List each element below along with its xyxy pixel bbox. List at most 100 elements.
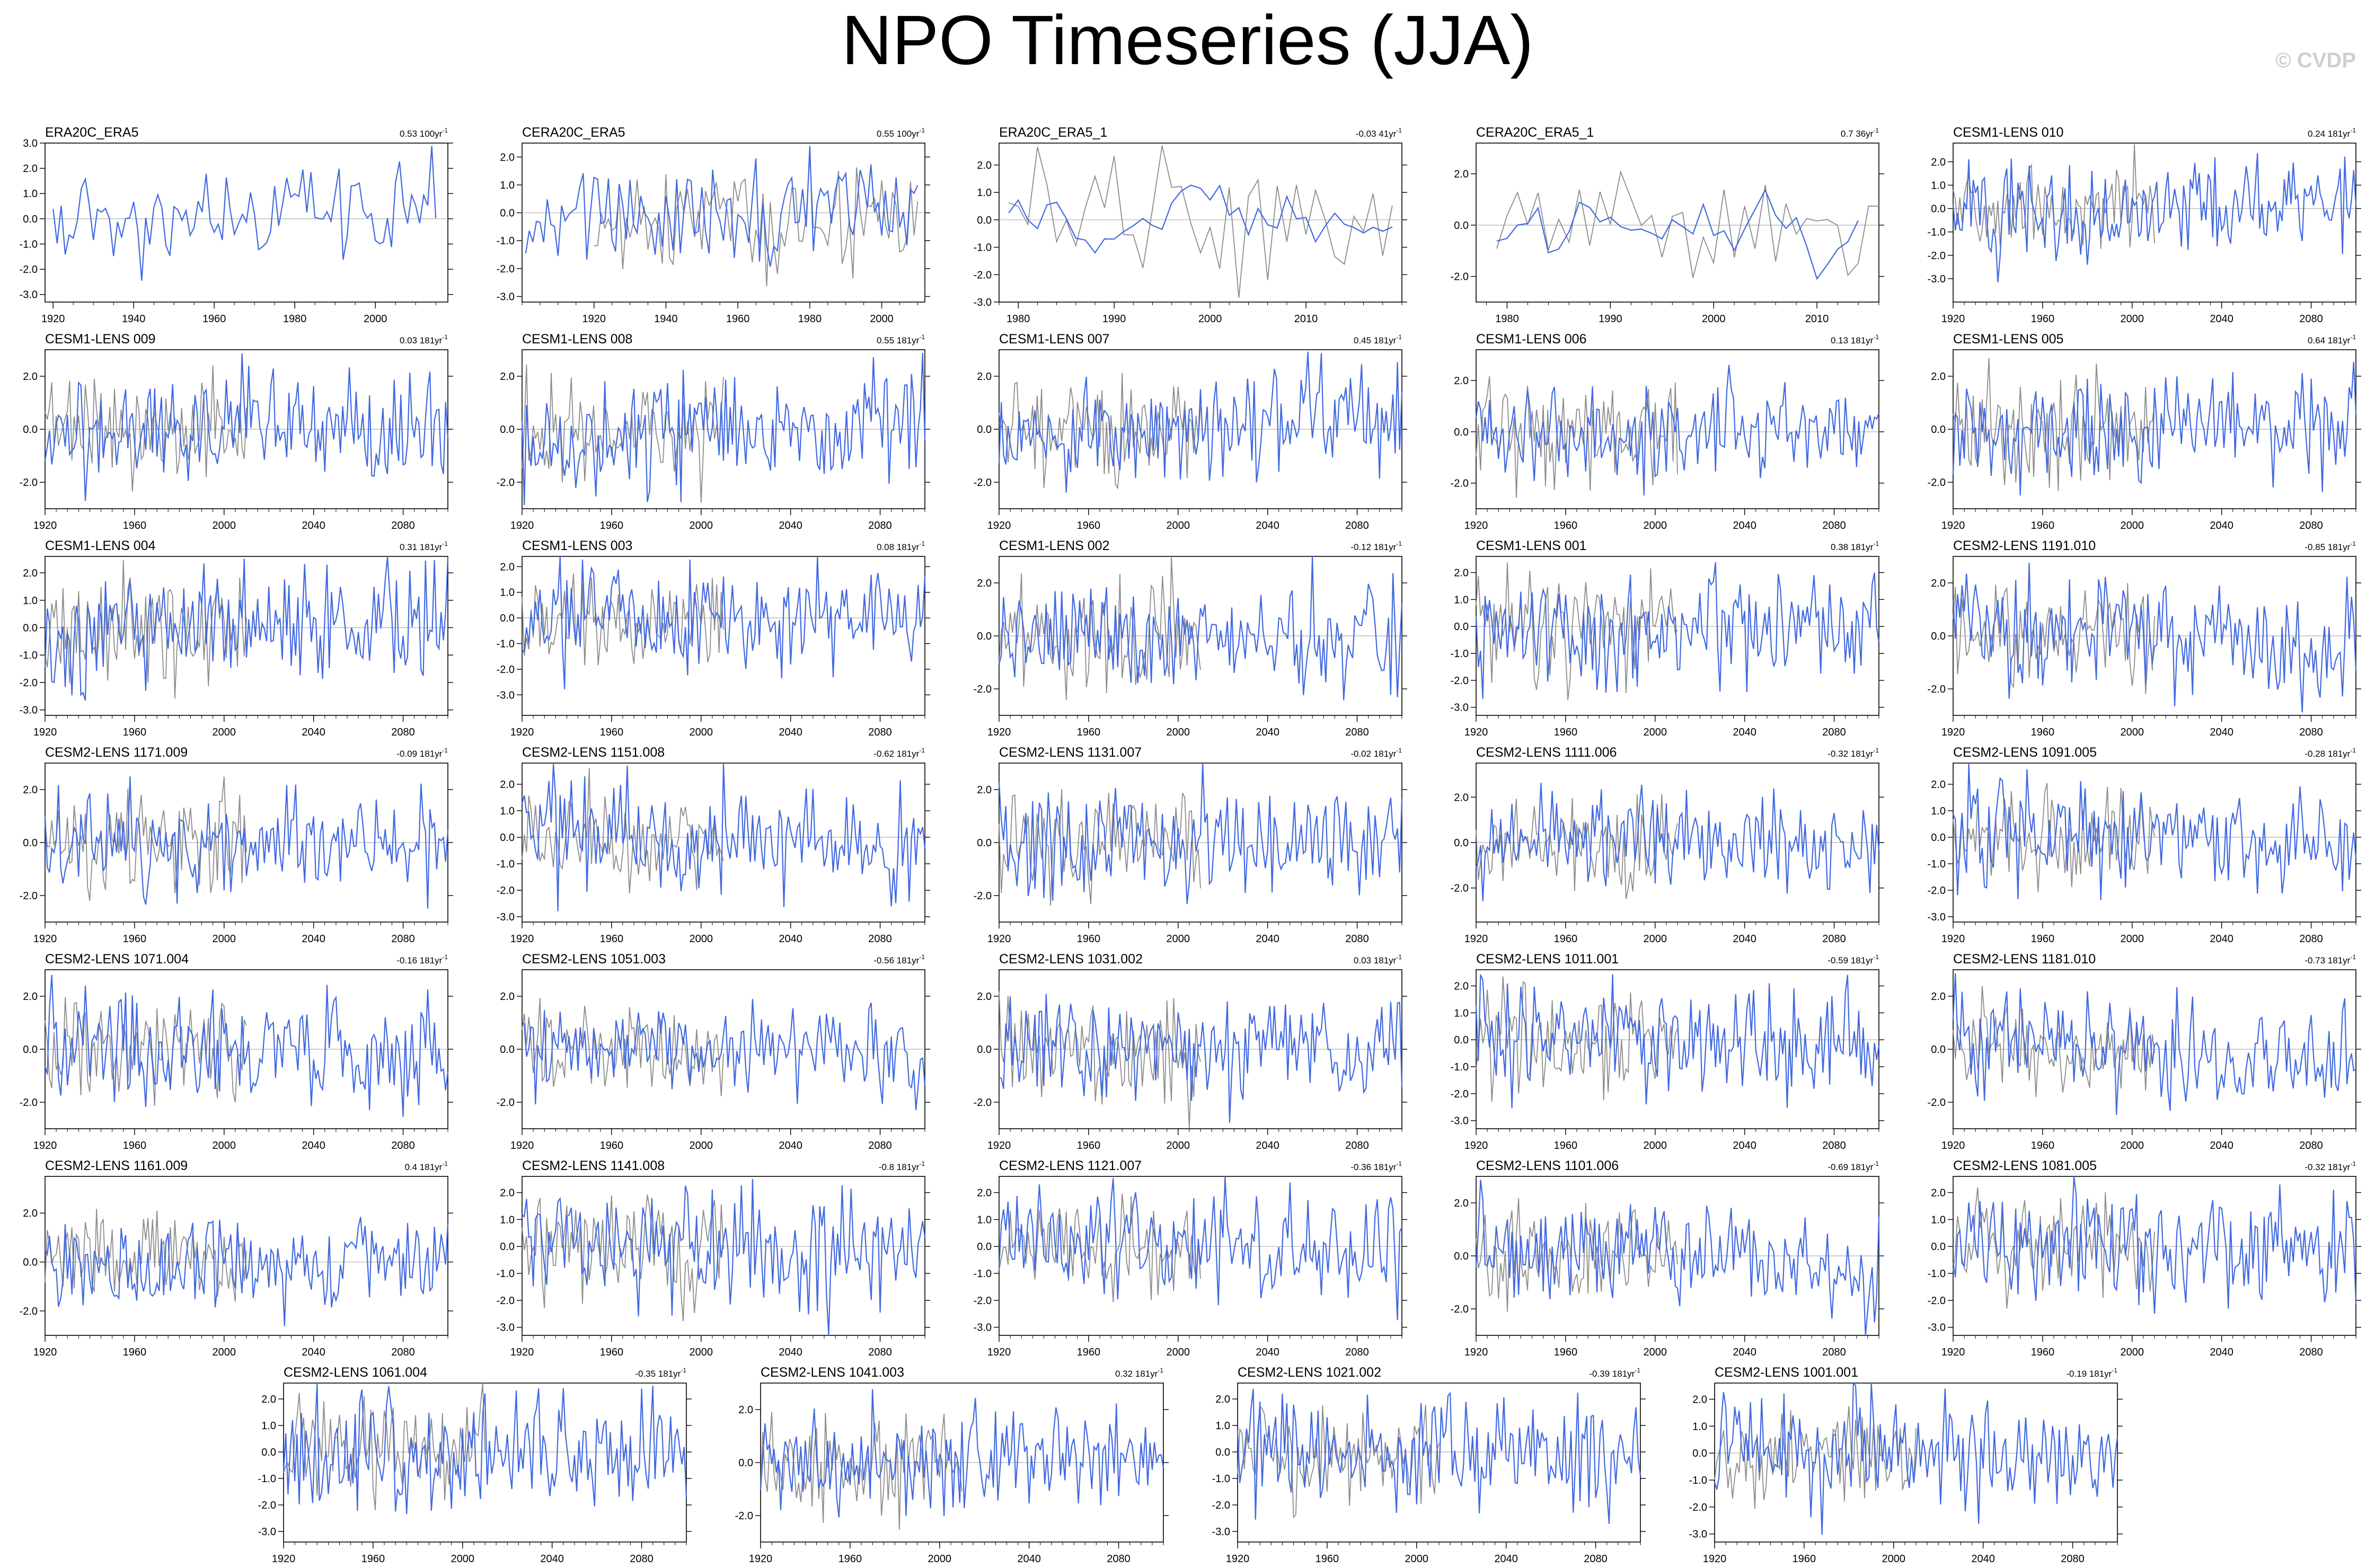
x-tick-label: 2040 <box>1733 933 1756 945</box>
y-tick-label: -1.0 <box>497 1268 515 1280</box>
trend-label: 0.7 36yr-1 <box>1841 127 1879 139</box>
x-tick-label: 1920 <box>987 520 1011 531</box>
x-tick-label: 1960 <box>1077 727 1101 738</box>
panel-title: CESM2-LENS 1141.008 <box>522 1158 665 1173</box>
x-tick-label: 1920 <box>1464 520 1488 531</box>
plot-frame <box>522 1176 925 1336</box>
x-tick-label: 2000 <box>690 1140 713 1151</box>
x-tick-label: 2080 <box>1822 520 1846 531</box>
x-tick-label: 2080 <box>1822 1346 1846 1358</box>
x-tick-label: 2080 <box>2061 1553 2085 1565</box>
x-tick-label: 1940 <box>122 313 146 325</box>
panel-6: CESM1-LENS 009 0.03 181yr-1 2.0 0.0 -2.0 1920… <box>20 332 453 531</box>
x-tick-label: 2000 <box>1198 313 1222 325</box>
x-tick-label: 1920 <box>1941 1346 1965 1358</box>
x-tick-label: 2080 <box>868 1346 892 1358</box>
panel-title: CESM1-LENS 005 <box>1953 332 2063 347</box>
y-tick-label: 0.0 <box>1454 837 1469 849</box>
x-tick-label: 1920 <box>1703 1553 1727 1565</box>
x-tick-label: 1960 <box>1554 520 1578 531</box>
x-tick-label: 2040 <box>1733 520 1756 531</box>
panel-title: ERA20C_ERA5_1 <box>999 125 1107 140</box>
trend-label: -0.69 181yr-1 <box>1827 1160 1879 1172</box>
x-tick-label: 2040 <box>779 727 802 738</box>
panel-title: CERA20C_ERA5_1 <box>1476 125 1594 140</box>
x-tick-label: 1920 <box>1941 727 1965 738</box>
panel-title: CESM2-LENS 1101.006 <box>1476 1158 1619 1173</box>
y-tick-label: -2.0 <box>974 269 992 281</box>
x-tick-label: 2040 <box>302 727 325 738</box>
y-tick-label: -2.0 <box>735 1510 753 1522</box>
y-tick-label: 0.0 <box>1454 427 1469 438</box>
trend-label: 0.38 181yr-1 <box>1831 540 1879 552</box>
y-tick-label: -2.0 <box>20 1097 38 1109</box>
x-tick-label: 2000 <box>1167 1140 1190 1151</box>
model-series-line <box>522 999 926 1111</box>
x-tick-label: 2010 <box>1805 313 1829 325</box>
y-tick-label: -2.0 <box>497 1295 515 1307</box>
y-tick-label: 2.0 <box>1931 991 1946 1003</box>
trend-label: 0.55 181yr-1 <box>877 333 925 346</box>
x-tick-label: 2040 <box>540 1553 564 1565</box>
x-tick-label: 1920 <box>749 1553 773 1565</box>
x-tick-label: 2000 <box>690 520 713 531</box>
x-tick-label: 1920 <box>987 933 1011 945</box>
panel-19: CESM2-LENS 1111.006 -0.32 181yr-1 2.0 0.0 -2… <box>1451 745 1884 945</box>
panel-title: CESM2-LENS 1051.003 <box>522 952 666 967</box>
y-tick-label: 2.0 <box>977 578 992 589</box>
y-tick-label: 0.0 <box>1931 1241 1946 1253</box>
y-tick-label: 2.0 <box>1931 371 1946 383</box>
y-tick-label: 2.0 <box>500 152 515 163</box>
y-tick-label: 1.0 <box>23 595 38 607</box>
trend-label: 0.03 181yr-1 <box>400 333 448 346</box>
x-tick-label: 1920 <box>510 727 534 738</box>
y-tick-label: 2.0 <box>500 779 515 791</box>
obs-series-line <box>1953 144 2155 249</box>
trend-label: -0.09 181yr-1 <box>396 747 448 759</box>
x-tick-label: 2040 <box>1256 727 1279 738</box>
x-tick-label: 2080 <box>1822 727 1846 738</box>
y-tick-label: 2.0 <box>1215 1394 1230 1405</box>
panel-15: CESM2-LENS 1191.010 -0.85 181yr-1 2.0 0.0 -2… <box>1928 538 2361 738</box>
y-tick-label: 2.0 <box>500 561 515 573</box>
x-tick-label: 1920 <box>1464 1140 1488 1151</box>
trend-label: -0.73 181yr-1 <box>2305 953 2356 965</box>
y-tick-label: 0.0 <box>977 424 992 436</box>
panel-18: CESM2-LENS 1131.007 -0.02 181yr-1 2.0 0.0 -2… <box>974 745 1407 945</box>
y-tick-label: 1.0 <box>500 587 515 599</box>
x-tick-label: 2040 <box>1256 1346 1279 1358</box>
panel-title: CESM2-LENS 1011.001 <box>1476 952 1619 967</box>
y-tick-label: -2.0 <box>1928 250 1946 262</box>
trend-label: -0.62 181yr-1 <box>873 747 925 759</box>
x-tick-label: 2040 <box>1971 1553 1995 1565</box>
x-tick-label: 1960 <box>361 1553 385 1565</box>
x-tick-label: 1920 <box>1941 933 1965 945</box>
panel-title: CESM2-LENS 1081.005 <box>1953 1158 2097 1173</box>
panel-17: CESM2-LENS 1151.008 -0.62 181yr-1 2.0 1.0 0.… <box>497 745 930 945</box>
x-tick-label: 1990 <box>1599 313 1622 325</box>
trend-label: 0.4 181yr-1 <box>404 1160 448 1172</box>
model-series-line <box>525 146 919 267</box>
y-tick-label: 2.0 <box>1454 1198 1469 1209</box>
model-series-line <box>1952 562 2357 713</box>
x-tick-label: 2000 <box>1644 933 1667 945</box>
model-series-line <box>999 994 1403 1123</box>
panel-title: CESM1-LENS 010 <box>1953 125 2063 140</box>
x-tick-label: 1920 <box>1464 933 1488 945</box>
x-tick-label: 2040 <box>779 1140 802 1151</box>
y-tick-label: -2.0 <box>1928 885 1946 897</box>
x-tick-label: 1960 <box>2031 1346 2055 1358</box>
panel-title: CESM2-LENS 1131.007 <box>999 745 1142 760</box>
panel-title: CESM2-LENS 1121.007 <box>999 1158 1142 1173</box>
panel-title: CERA20C_ERA5 <box>522 125 625 140</box>
panel-34: CESM2-LENS 1001.001 -0.19 181yr-1 2.0 1.0 0.… <box>1689 1365 2123 1565</box>
obs-series-line <box>45 560 247 699</box>
x-tick-label: 1920 <box>33 1346 57 1358</box>
trend-label: 0.32 181yr-1 <box>1115 1367 1163 1379</box>
x-tick-label: 1920 <box>987 727 1011 738</box>
panel-30: CESM2-LENS 1081.005 -0.32 181yr-1 2.0 1.0 0.… <box>1928 1158 2361 1358</box>
x-tick-label: 2040 <box>2210 933 2233 945</box>
x-tick-label: 1920 <box>272 1553 296 1565</box>
x-tick-label: 2080 <box>1345 1140 1369 1151</box>
panel-16: CESM2-LENS 1171.009 -0.09 181yr-1 2.0 0.0 -2… <box>20 745 453 945</box>
